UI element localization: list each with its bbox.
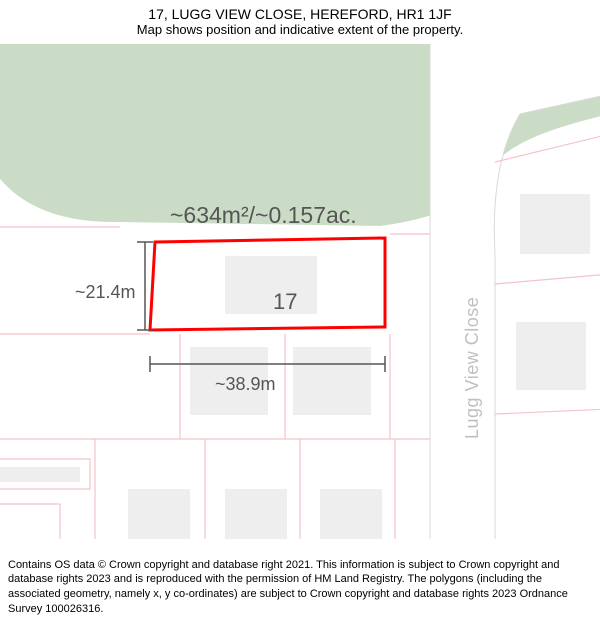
width-dimension-label: ~38.9m [215, 374, 276, 395]
map: ~634m²/~0.157ac. ~21.4m ~38.9m 17 Lugg V… [0, 44, 600, 539]
copyright-footer: Contains OS data © Crown copyright and d… [0, 552, 600, 625]
plot-number: 17 [273, 289, 297, 315]
header: 17, LUGG VIEW CLOSE, HEREFORD, HR1 1JF M… [0, 0, 600, 41]
street-name-label: Lugg View Close [462, 297, 483, 439]
page-subtitle: Map shows position and indicative extent… [10, 22, 590, 37]
page-title: 17, LUGG VIEW CLOSE, HEREFORD, HR1 1JF [10, 6, 590, 22]
area-label: ~634m²/~0.157ac. [170, 202, 357, 229]
height-dimension-label: ~21.4m [75, 282, 136, 303]
